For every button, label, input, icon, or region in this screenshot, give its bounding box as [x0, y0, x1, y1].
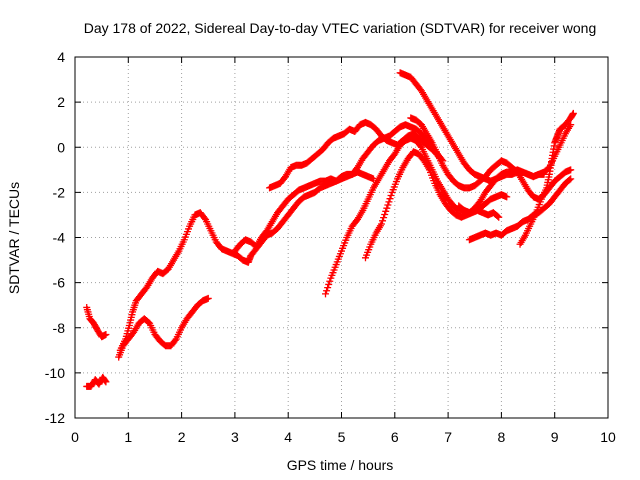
data-point-marker — [387, 192, 395, 200]
data-point-marker — [384, 201, 392, 209]
x-tick-label: 5 — [338, 429, 346, 445]
data-point-marker — [102, 378, 110, 386]
data-point-marker — [326, 277, 334, 285]
data-point-marker — [382, 207, 390, 215]
y-tick-labels: -12 -10 -8 -6 -4 -2 0 2 4 — [45, 49, 65, 426]
x-tick-label: 1 — [124, 429, 132, 445]
data-point-marker — [377, 220, 385, 228]
data-point-marker — [385, 198, 393, 206]
data-point-marker — [494, 212, 502, 220]
x-tick-label: 8 — [498, 429, 506, 445]
x-tick-label: 3 — [231, 429, 239, 445]
y-tick-label: 2 — [57, 94, 65, 110]
data-point-marker — [322, 290, 330, 298]
x-tick-labels: 0 1 2 3 4 5 6 7 8 9 10 — [71, 429, 616, 445]
data-point-marker — [380, 214, 388, 222]
series-arc-2 — [83, 373, 110, 390]
y-axis-title: SDTVAR / TECUs — [6, 182, 22, 294]
data-point-marker — [324, 284, 332, 292]
data-point-marker — [569, 109, 577, 117]
data-point-marker — [171, 336, 179, 344]
data-point-marker — [383, 204, 391, 212]
y-tick-label: -12 — [45, 410, 65, 426]
x-axis-title: GPS time / hours — [287, 457, 394, 473]
data-point-marker — [566, 176, 574, 184]
y-tick-label: 4 — [57, 49, 65, 65]
x-tick-label: 7 — [444, 429, 452, 445]
y-tick-label: 0 — [57, 139, 65, 155]
y-tick-label: -6 — [53, 275, 66, 291]
x-tick-label: 6 — [391, 429, 399, 445]
series-arc-6 — [266, 118, 444, 192]
y-tick-label: -2 — [53, 184, 66, 200]
x-tick-label: 2 — [178, 429, 186, 445]
y-tick-label: -10 — [45, 365, 65, 381]
x-tick-label: 10 — [600, 429, 616, 445]
y-tick-label: -8 — [53, 320, 66, 336]
data-point-marker — [323, 287, 331, 295]
series-arc-1 — [83, 303, 110, 341]
chart-title: Day 178 of 2022, Sidereal Day-to-day VTE… — [84, 20, 597, 36]
data-point-marker — [201, 214, 209, 222]
data-point-marker — [567, 121, 575, 129]
data-point-marker — [379, 217, 387, 225]
data-point-marker — [567, 166, 575, 174]
series-arc-13 — [455, 121, 575, 217]
x-tick-label: 9 — [551, 429, 559, 445]
data-layer — [83, 69, 577, 390]
data-point-marker — [204, 294, 212, 302]
data-point-marker — [416, 142, 424, 150]
data-point-marker — [495, 213, 503, 221]
x-tick-label: 4 — [284, 429, 292, 445]
data-point-marker — [567, 175, 575, 183]
series-arc-7 — [322, 134, 511, 298]
y-tick-label: -4 — [53, 230, 66, 246]
x-tick-label: 0 — [71, 429, 79, 445]
data-point-marker — [102, 331, 110, 339]
plot-frame — [74, 56, 609, 419]
data-point-marker — [503, 193, 511, 201]
data-point-marker — [386, 195, 394, 203]
data-point-marker — [381, 210, 389, 218]
data-point-marker — [325, 280, 333, 288]
grid-layer — [75, 57, 608, 418]
